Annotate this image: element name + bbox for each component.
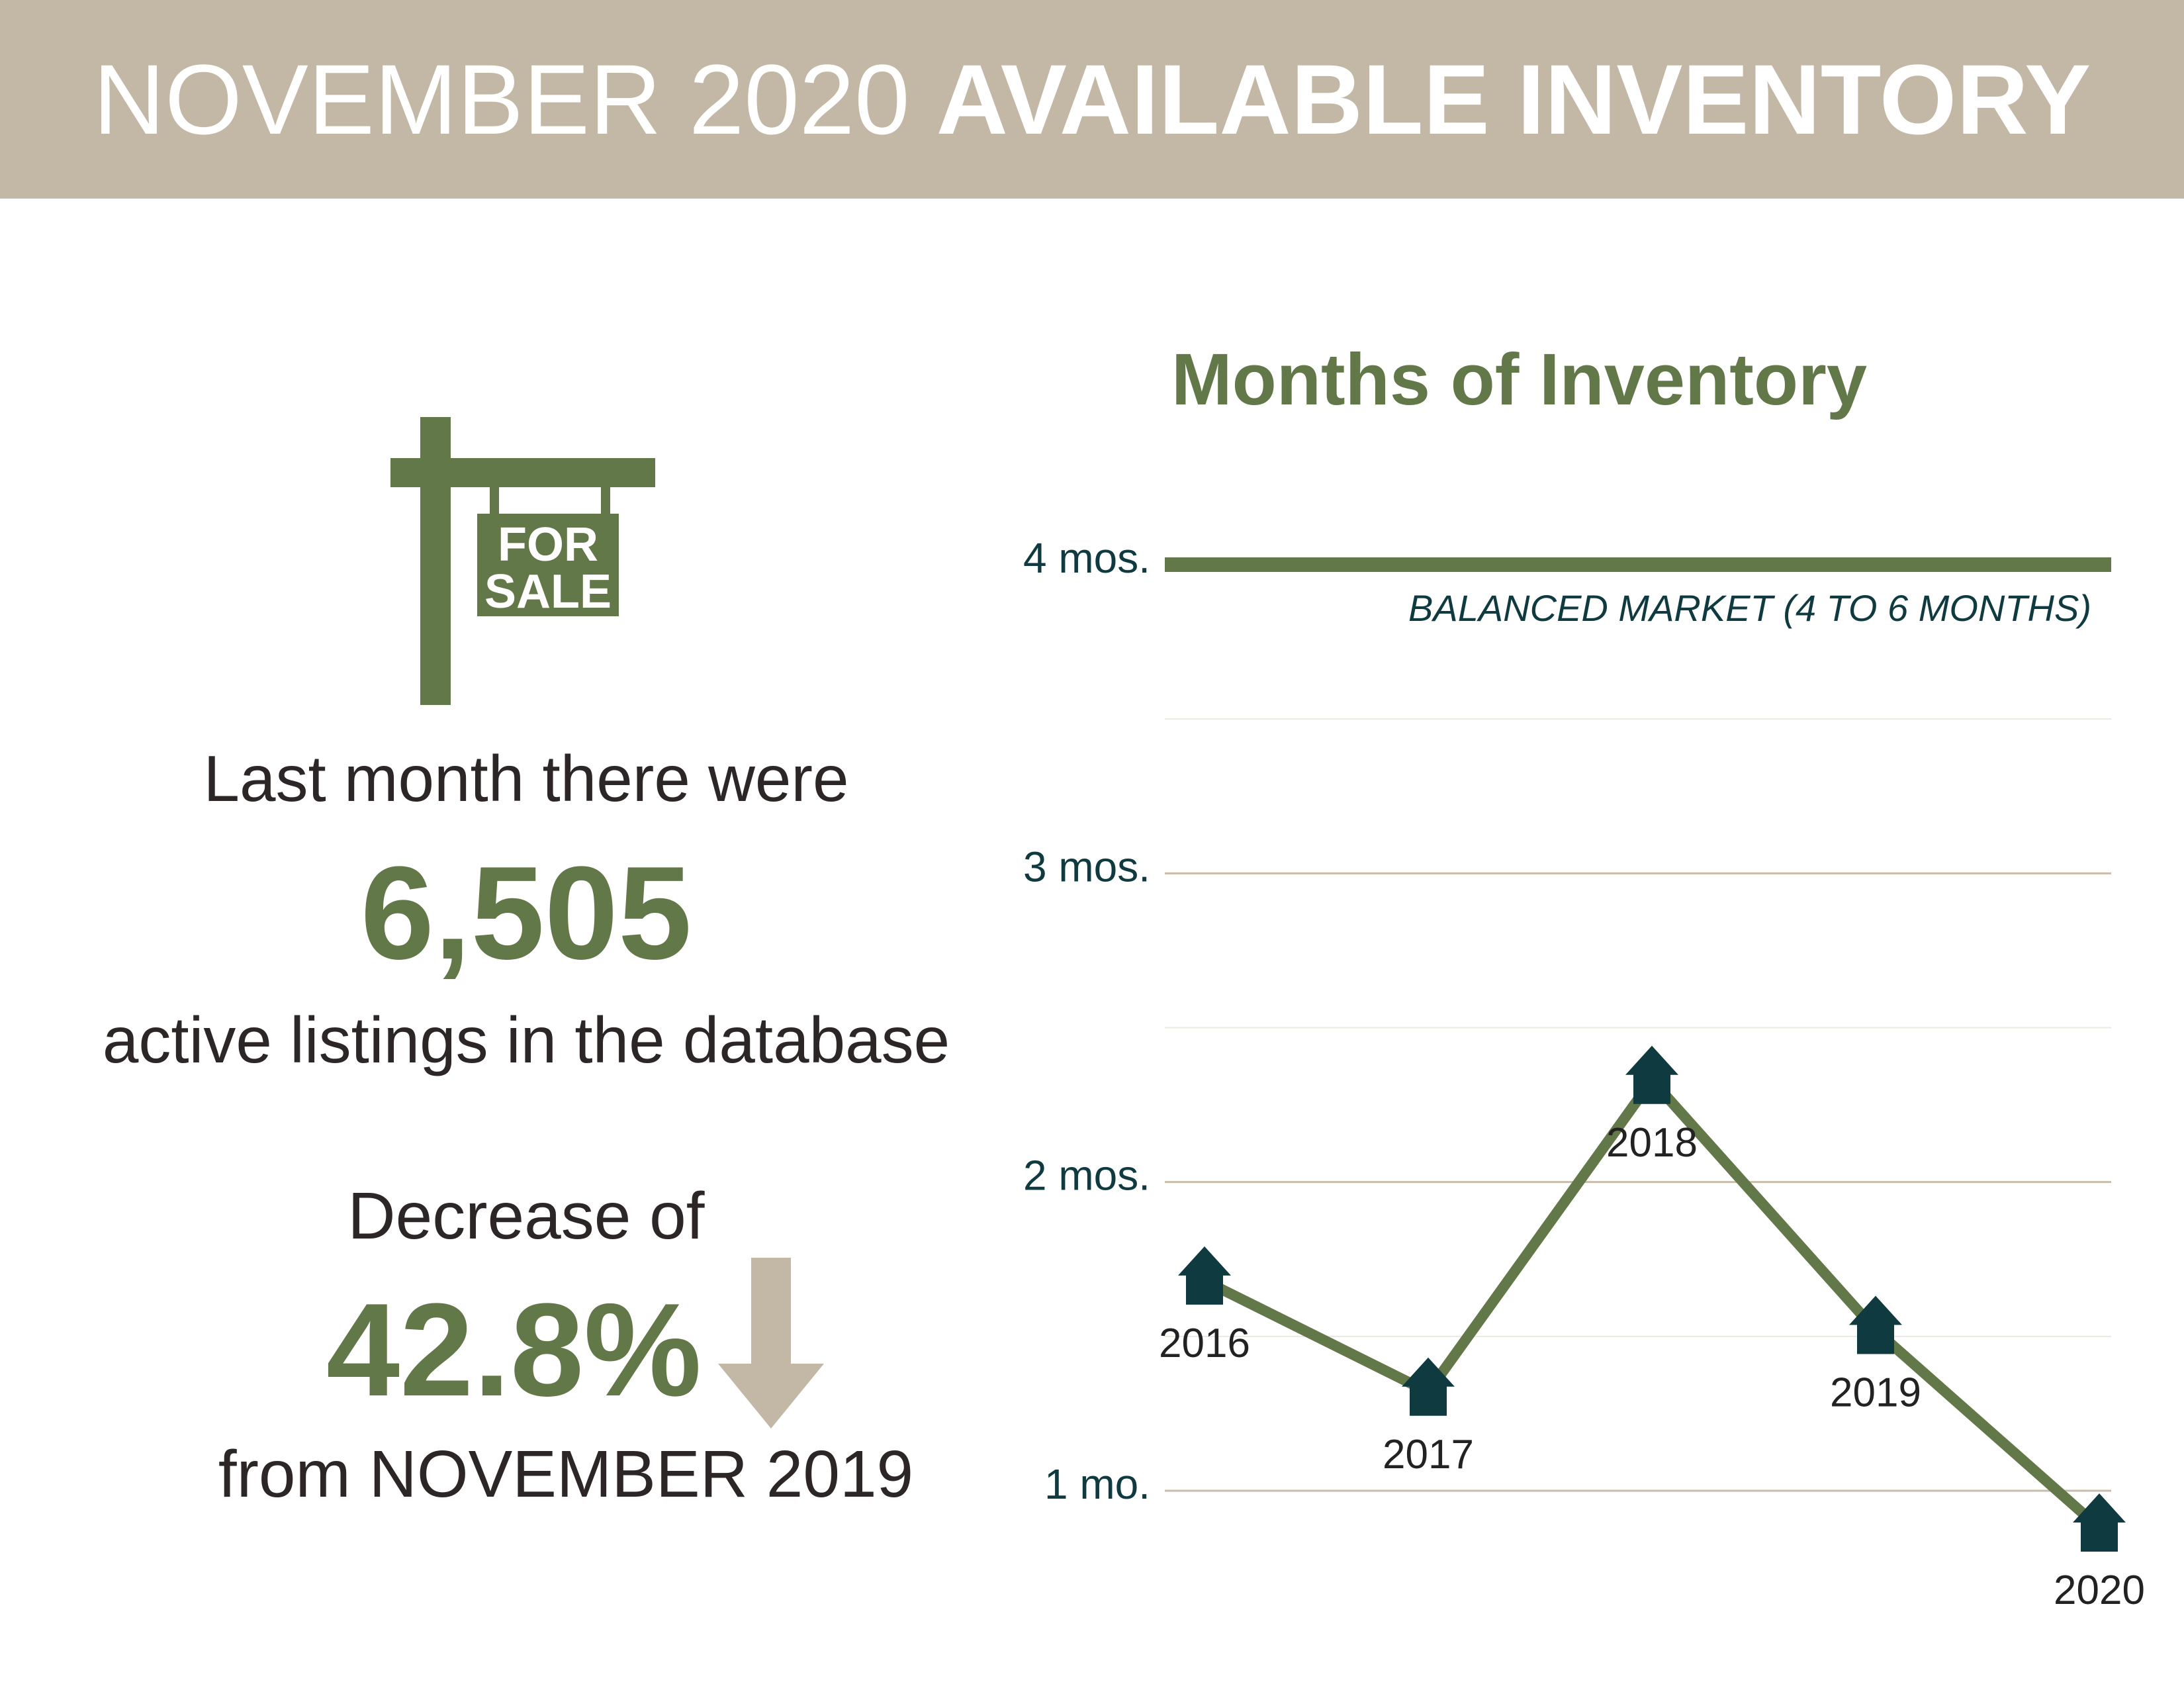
house-marker-icon [1625, 1045, 1678, 1104]
decrease-caption: from NOVEMBER 2019 [218, 1437, 914, 1511]
decrease-label: Decrease of [347, 1179, 705, 1253]
listings-caption: active listings in the database [102, 1004, 950, 1076]
house-marker-icon [1849, 1295, 1902, 1354]
house-marker-icon [2073, 1493, 2126, 1552]
listings-intro-text: Last month there were [203, 742, 849, 815]
chart-title: Months of Inventory [1171, 339, 1868, 420]
header-banner: NOVEMBER 2020 AVAILABLE INVENTORY [0, 0, 2184, 199]
data-point-year-label: 2019 [1830, 1370, 1921, 1416]
down-arrow-icon [718, 1258, 824, 1429]
house-marker-icon [1178, 1246, 1231, 1305]
y-axis-tick-label: 4 mos. [1023, 534, 1150, 582]
header-title-date: NOVEMBER 2020 [93, 43, 910, 155]
sign-text-sale: SALE [484, 565, 612, 618]
balanced-market-label: BALANCED MARKET (4 TO 6 MONTHS) [1408, 587, 2091, 629]
listings-count: 6,505 [360, 839, 692, 987]
data-point-year-label: 2020 [2054, 1568, 2145, 1613]
for-sale-sign-icon: FOR SALE [390, 417, 655, 705]
header-title-main: AVAILABLE INVENTORY [936, 43, 2091, 155]
y-axis-tick-label: 1 mo. [1044, 1460, 1150, 1508]
y-axis-tick-label: 3 mos. [1023, 843, 1150, 890]
data-point-year-label: 2017 [1383, 1432, 1474, 1477]
data-point-year-label: 2016 [1159, 1321, 1250, 1366]
decrease-percent: 42.8% [326, 1276, 702, 1424]
house-marker-icon [1402, 1357, 1455, 1416]
y-axis-tick-label: 2 mos. [1023, 1152, 1150, 1199]
sign-text-for: FOR [498, 518, 598, 571]
data-point-year-label: 2018 [1606, 1120, 1698, 1166]
